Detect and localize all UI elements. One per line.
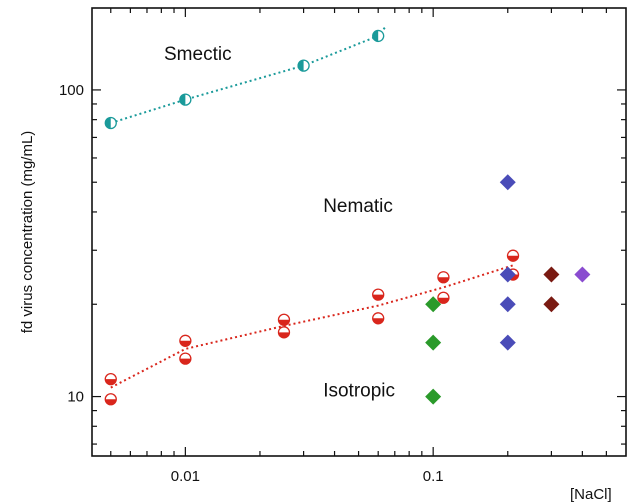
marker-fill bbox=[298, 60, 304, 72]
diamond-marker bbox=[499, 334, 516, 351]
marker-fill bbox=[437, 277, 449, 283]
diamond-marker bbox=[499, 266, 516, 283]
y-tick-label: 100 bbox=[59, 82, 84, 99]
diamond-marker bbox=[543, 296, 560, 313]
plot-frame bbox=[91, 7, 627, 457]
diamond-marker bbox=[425, 388, 442, 405]
x-tick-label: 0.1 bbox=[423, 468, 444, 485]
half-circle-marker bbox=[372, 288, 385, 301]
half-circle-marker bbox=[372, 312, 385, 325]
marker-fill bbox=[105, 117, 111, 129]
trend-line bbox=[110, 264, 514, 389]
half-circle-marker bbox=[104, 116, 117, 130]
marker-fill bbox=[278, 319, 290, 326]
marker-fill bbox=[179, 94, 186, 106]
marker-fill bbox=[372, 318, 384, 324]
half-circle-marker bbox=[179, 352, 192, 365]
x-tick-label: 0.01 bbox=[171, 468, 200, 485]
region-label: Nematic bbox=[323, 196, 393, 217]
diamond-marker bbox=[543, 266, 560, 283]
marker-fill bbox=[105, 399, 117, 405]
half-circle-marker bbox=[297, 59, 310, 72]
marker-fill bbox=[278, 332, 290, 338]
marker-fill bbox=[179, 340, 191, 347]
half-circle-marker bbox=[179, 93, 192, 106]
marker-fill bbox=[372, 294, 384, 301]
half-circle-marker bbox=[277, 326, 291, 339]
x-axis-label: [NaCl] bbox=[570, 486, 612, 503]
half-circle-marker bbox=[104, 372, 117, 386]
half-circle-marker bbox=[179, 334, 192, 347]
y-tick-label: 10 bbox=[67, 389, 84, 406]
marker-fill bbox=[437, 297, 449, 304]
region-label: Smectic bbox=[164, 44, 232, 65]
diamond-marker bbox=[425, 334, 442, 351]
half-circle-marker bbox=[104, 393, 117, 406]
diamond-marker bbox=[425, 296, 442, 313]
diamond-marker bbox=[499, 174, 516, 191]
diamond-marker bbox=[574, 266, 591, 283]
marker-fill bbox=[507, 255, 519, 262]
marker-fill bbox=[105, 379, 117, 385]
half-circle-marker bbox=[437, 291, 450, 304]
half-circle-marker bbox=[372, 29, 385, 43]
marker-fill bbox=[372, 30, 379, 42]
diamond-marker bbox=[499, 296, 516, 313]
marker-fill bbox=[179, 358, 191, 365]
half-circle-marker bbox=[506, 249, 520, 262]
y-axis-label: fd virus concentration (mg/mL) bbox=[19, 131, 36, 334]
region-label: Isotropic bbox=[323, 381, 395, 402]
half-circle-marker bbox=[277, 313, 291, 326]
half-circle-marker bbox=[437, 271, 450, 284]
